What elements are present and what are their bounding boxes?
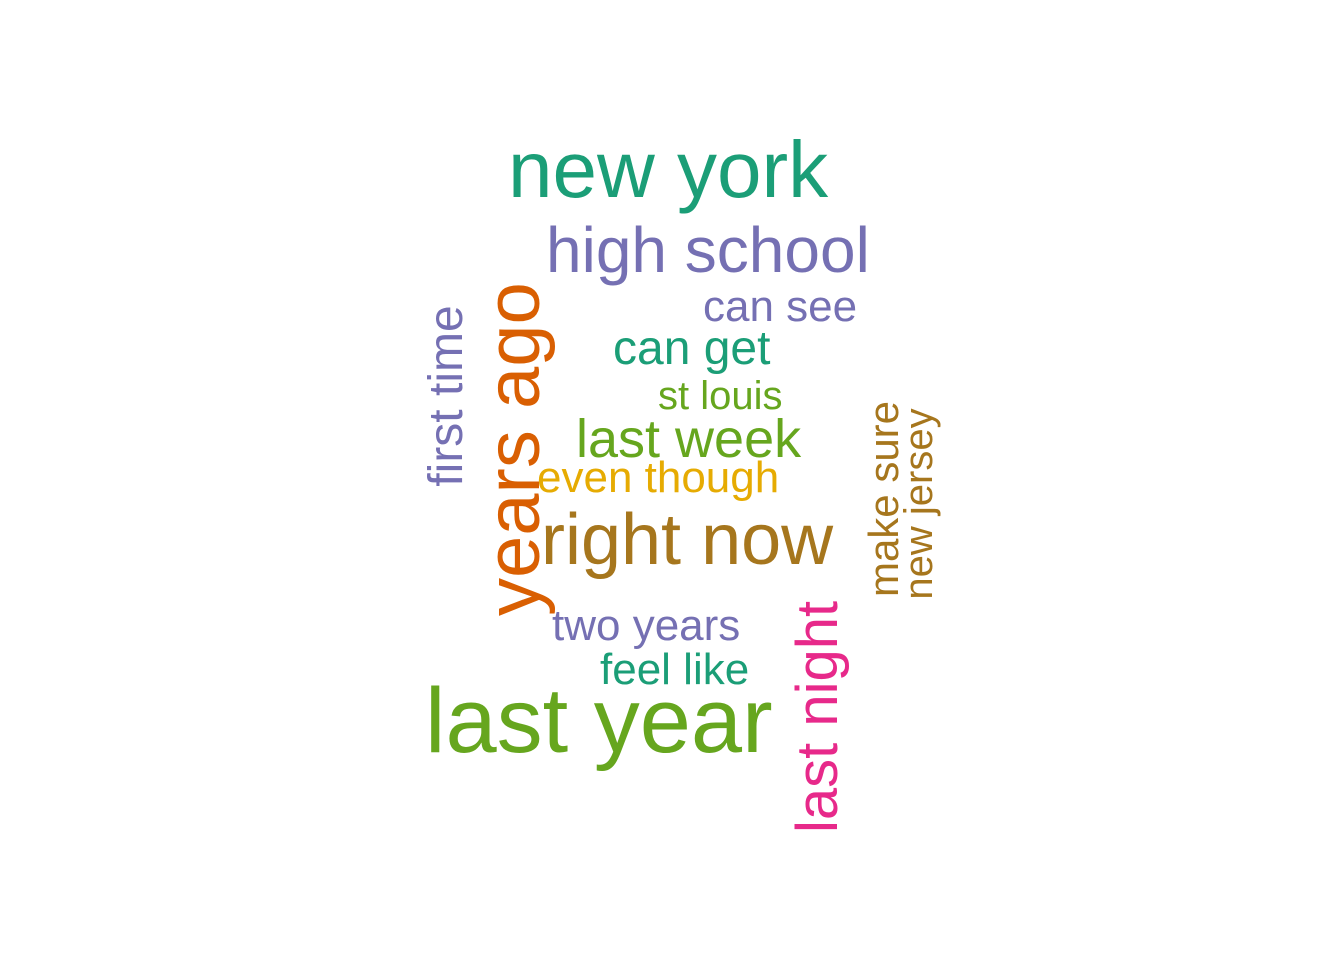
word-can-see: can see — [703, 282, 858, 331]
word-last-night: last night — [785, 600, 850, 833]
word-st-louis: st louis — [658, 374, 783, 418]
word-two-years: two years — [552, 601, 741, 650]
word-first-time: first time — [420, 305, 473, 487]
word-right-now: right now — [541, 500, 834, 580]
word-even-though: even though — [537, 453, 780, 502]
word-can-get: can get — [613, 322, 771, 375]
word-feel-like: feel like — [600, 645, 750, 694]
word-years-ago: years ago — [471, 282, 556, 616]
word-last-week: last week — [576, 409, 802, 469]
word-high-school: high school — [546, 214, 870, 286]
word-last-year: last year — [425, 670, 773, 772]
word-new-jersey: new jersey — [897, 408, 941, 600]
word-new-york: new york — [508, 125, 829, 214]
